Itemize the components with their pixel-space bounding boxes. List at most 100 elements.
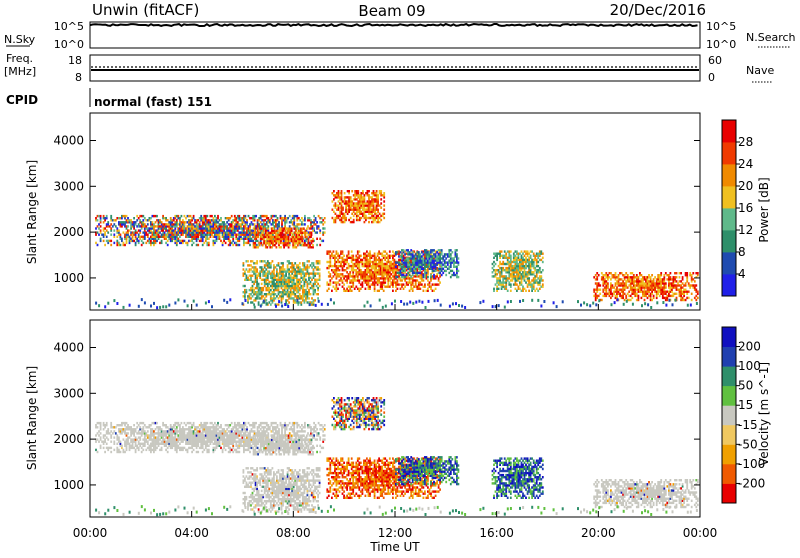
- power-cell: [656, 301, 658, 304]
- power-cell: [499, 279, 501, 281]
- power-cell: [373, 198, 375, 200]
- power-cell: [156, 240, 158, 242]
- power-cell: [360, 192, 362, 194]
- power-cell: [403, 264, 405, 266]
- power-cell: [113, 236, 115, 238]
- power-cell: [307, 268, 309, 270]
- power-cell: [605, 289, 607, 291]
- power-cell: [294, 295, 296, 297]
- power-cell: [598, 274, 600, 276]
- power-cell: [275, 219, 277, 221]
- power-cell: [184, 215, 186, 217]
- power-cell: [307, 264, 309, 266]
- power-cell: [250, 268, 252, 270]
- power-cell: [670, 276, 672, 278]
- power-cell: [676, 280, 678, 282]
- power-cell: [542, 257, 544, 259]
- power-cell: [130, 227, 132, 229]
- power-cell: [213, 217, 215, 219]
- power-cell: [254, 219, 256, 221]
- power-cell: [351, 190, 353, 192]
- power-cell: [110, 234, 112, 236]
- power-cell: [612, 284, 614, 286]
- velocity-echo-cells: [95, 397, 699, 516]
- power-cell: [270, 264, 272, 266]
- power-cell: [100, 215, 102, 217]
- power-cell: [103, 240, 105, 242]
- power-cell: [525, 290, 527, 292]
- power-cell: [159, 236, 161, 238]
- power-cell: [307, 281, 309, 283]
- power-cell: [294, 301, 296, 303]
- power-cell: [258, 291, 260, 293]
- power-cell: [259, 230, 261, 232]
- power-cell: [252, 281, 254, 283]
- colorbar-tick-label: 16: [738, 201, 753, 215]
- power-cell: [539, 288, 541, 290]
- power-cell: [291, 262, 293, 264]
- power-cell: [387, 259, 389, 261]
- power-cell: [357, 215, 359, 217]
- power-cell: [269, 240, 271, 242]
- power-cell: [147, 229, 149, 231]
- power-cell: [272, 260, 274, 262]
- power-cell: [648, 289, 650, 291]
- power-cell: [433, 266, 435, 268]
- power-cell: [141, 221, 143, 223]
- power-cell: [493, 265, 495, 267]
- power-cell: [427, 283, 429, 285]
- power-cell: [377, 209, 379, 211]
- power-cell: [342, 286, 344, 288]
- freq-panel: Freq. [MHz] 18 8 60 0 Nave: [4, 52, 774, 84]
- power-cell: [595, 293, 597, 295]
- power-cell: [342, 269, 344, 271]
- power-cell: [353, 221, 355, 223]
- power-cell: [525, 261, 527, 263]
- power-cell: [97, 231, 99, 233]
- power-cell: [650, 306, 652, 309]
- power-cell: [451, 257, 453, 259]
- power-cell: [343, 255, 345, 257]
- power-cell: [348, 200, 350, 202]
- power-cell: [383, 200, 385, 202]
- power-cell: [129, 219, 131, 221]
- velocity-cell: [97, 438, 99, 440]
- power-cell: [341, 190, 343, 192]
- power-cell: [366, 271, 368, 273]
- power-cell: [330, 298, 332, 301]
- power-cell: [589, 304, 591, 307]
- power-cell: [294, 287, 296, 289]
- power-cell: [276, 275, 278, 277]
- power-cell: [676, 286, 678, 288]
- velocity-cell: [100, 436, 102, 438]
- power-cell: [264, 279, 266, 281]
- velocity-cell: [107, 438, 109, 440]
- power-cell: [360, 207, 362, 209]
- power-cell: [392, 250, 394, 252]
- colorbar-segment: [722, 120, 736, 142]
- power-cell: [394, 259, 396, 261]
- power-cell: [336, 271, 338, 273]
- power-cell: [697, 272, 699, 274]
- nsky-label: N.Sky: [4, 33, 36, 46]
- power-cell: [647, 293, 649, 295]
- power-cell: [430, 276, 432, 278]
- power-cell: [110, 244, 112, 246]
- power-cell: [223, 299, 225, 302]
- power-cell: [322, 223, 324, 225]
- power-cell: [257, 244, 259, 246]
- power-cell: [265, 268, 267, 270]
- power-cell: [331, 253, 333, 255]
- power-cell: [673, 276, 675, 278]
- power-cell: [687, 304, 689, 307]
- power-cell: [630, 276, 632, 278]
- power-cell: [312, 240, 314, 242]
- power-cell: [324, 221, 326, 223]
- power-cell: [208, 244, 210, 246]
- power-cell: [336, 250, 338, 252]
- power-cell: [246, 219, 248, 221]
- power-cell: [537, 253, 539, 255]
- power-cell: [599, 293, 601, 295]
